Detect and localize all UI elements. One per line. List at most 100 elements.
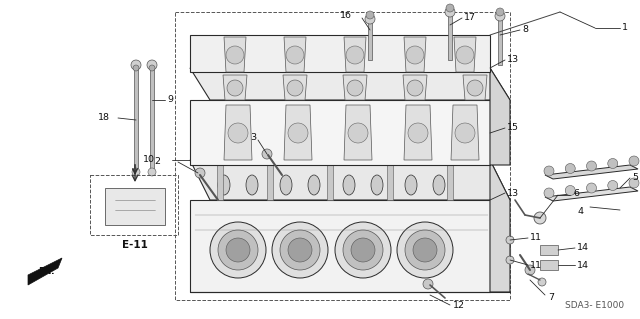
Polygon shape [224,105,252,160]
Circle shape [149,65,155,71]
Circle shape [280,230,320,270]
Circle shape [335,222,391,278]
Circle shape [413,238,437,262]
Circle shape [351,238,375,262]
Polygon shape [283,75,307,100]
Circle shape [586,161,596,171]
Polygon shape [490,68,510,165]
Circle shape [288,123,308,143]
Polygon shape [404,105,432,160]
Circle shape [343,230,383,270]
Ellipse shape [343,175,355,195]
Polygon shape [344,37,366,72]
Circle shape [538,278,546,286]
Circle shape [467,80,483,96]
Polygon shape [105,188,165,225]
Polygon shape [463,75,487,100]
Bar [175,12,510,300]
Polygon shape [267,150,273,200]
Ellipse shape [433,175,445,195]
Circle shape [496,8,504,16]
Text: FR.: FR. [38,268,54,277]
Circle shape [286,46,304,64]
Polygon shape [447,150,453,200]
Circle shape [228,123,248,143]
Circle shape [131,60,141,70]
Polygon shape [284,105,312,160]
Text: 8: 8 [522,25,528,33]
Polygon shape [28,258,62,285]
Polygon shape [448,8,452,60]
Text: 2: 2 [154,158,160,167]
Circle shape [565,164,575,174]
Circle shape [132,168,140,176]
Circle shape [347,80,363,96]
Circle shape [272,222,328,278]
Text: 1: 1 [622,24,628,33]
Polygon shape [190,160,510,200]
Circle shape [366,11,374,19]
Polygon shape [368,15,372,60]
Text: 14: 14 [577,261,589,270]
Text: 7: 7 [548,293,554,301]
Circle shape [495,11,505,21]
Polygon shape [190,200,490,292]
Circle shape [455,123,475,143]
Circle shape [456,46,474,64]
Ellipse shape [246,175,258,195]
Circle shape [148,168,156,176]
Polygon shape [217,150,223,200]
Polygon shape [284,37,306,72]
Circle shape [397,222,453,278]
Polygon shape [134,65,138,175]
Text: 4: 4 [577,207,583,217]
Circle shape [405,230,445,270]
Polygon shape [498,12,502,65]
Text: 14: 14 [577,243,589,253]
Circle shape [445,7,455,17]
Polygon shape [540,245,558,255]
Circle shape [147,60,157,70]
Text: 3: 3 [250,133,256,143]
Text: 5: 5 [632,174,638,182]
Polygon shape [387,150,393,200]
Text: 11: 11 [530,261,542,270]
Text: 17: 17 [464,12,476,21]
Circle shape [544,166,554,176]
Polygon shape [403,75,427,100]
Circle shape [348,123,368,143]
Circle shape [586,183,596,193]
Circle shape [346,46,364,64]
Circle shape [608,181,618,190]
Polygon shape [540,260,558,270]
Text: 15: 15 [507,123,519,132]
Polygon shape [190,68,510,100]
Circle shape [506,236,514,244]
Polygon shape [404,37,426,72]
Ellipse shape [308,175,320,195]
Circle shape [195,168,205,178]
Circle shape [544,188,554,198]
Polygon shape [454,37,476,72]
Circle shape [262,149,272,159]
Text: SDA3- E1000: SDA3- E1000 [565,300,624,309]
Circle shape [288,238,312,262]
Ellipse shape [218,175,230,195]
Circle shape [218,230,258,270]
Circle shape [506,256,514,264]
Text: 13: 13 [507,56,519,64]
Polygon shape [545,187,638,201]
Circle shape [210,222,266,278]
Text: 9: 9 [167,95,173,105]
Circle shape [525,265,535,275]
Ellipse shape [280,175,292,195]
Text: 10: 10 [143,155,155,165]
Circle shape [408,123,428,143]
Polygon shape [490,160,510,292]
Circle shape [226,46,244,64]
Bar [90,175,178,235]
Polygon shape [223,75,247,100]
Circle shape [287,80,303,96]
Circle shape [133,65,139,71]
Circle shape [226,238,250,262]
